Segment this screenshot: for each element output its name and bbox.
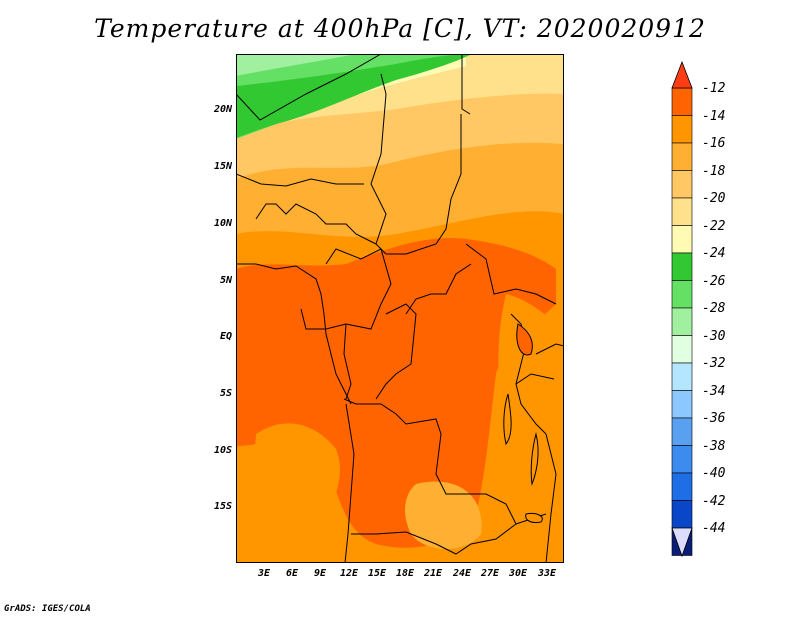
- lat-label-10s: 10S: [213, 445, 232, 456]
- colorbar-label: -30: [702, 328, 726, 344]
- colorbar-label: -14: [702, 108, 726, 124]
- colorbar-swatch: [671, 335, 693, 364]
- lat-label-15s: 15S: [213, 501, 232, 512]
- colorbar-swatch: [671, 362, 693, 391]
- lat-label-eq: EQ: [219, 331, 232, 342]
- colorbar-label: -28: [702, 301, 726, 316]
- lon-label-21e: 21E: [423, 568, 443, 579]
- lon-label-9e: 9E: [313, 568, 327, 579]
- colorbar-label: -32: [702, 356, 726, 371]
- colorbar-swatch: [671, 252, 693, 281]
- colorbar-label: -16: [702, 136, 726, 151]
- colorbar-swatch: [671, 472, 693, 501]
- lat-label-5n: 5N: [219, 275, 232, 286]
- colorbar-label: -36: [702, 411, 726, 426]
- lake-victoria: [516, 323, 533, 356]
- lon-label-12e: 12E: [339, 568, 359, 579]
- colorbar-swatch: [671, 115, 693, 144]
- temperature-map: [236, 54, 564, 563]
- lon-label-3e: 3E: [257, 568, 271, 579]
- field-band-24: [236, 54, 472, 138]
- field-band-28: [236, 54, 356, 76]
- colorbar-label: -26: [702, 273, 726, 289]
- grads-credit: GrADS: IGES/COLA: [4, 604, 91, 614]
- lon-label-18e: 18E: [395, 568, 415, 579]
- colorbar-swatch: [671, 170, 693, 199]
- field-band-14-east: [498, 294, 564, 563]
- map-title: Temperature at 400hPa [C], VT: 202002091…: [94, 14, 706, 43]
- colorbar-label: -22: [702, 218, 726, 234]
- lat-label-15n: 15N: [213, 161, 232, 172]
- colorbar-swatch: [671, 307, 693, 336]
- colorbar-label: -18: [702, 163, 726, 179]
- lake-tanganyika: [503, 393, 512, 446]
- country-borders: [236, 54, 564, 563]
- colorbar-swatch: [671, 417, 693, 446]
- colorbar-swatch: [671, 445, 693, 474]
- lon-label-15e: 15E: [367, 568, 387, 579]
- lon-label-30e: 30E: [508, 568, 528, 579]
- colorbar-label: -38: [702, 438, 726, 454]
- colorbar-label: -40: [702, 466, 726, 481]
- coastline: [236, 263, 352, 405]
- lake-kariba: [525, 513, 543, 523]
- colorbar-label: -12: [702, 81, 726, 96]
- colorbar-label: -34: [702, 383, 726, 399]
- lon-label-27e: 27E: [480, 568, 500, 579]
- colorbar-label: -24: [702, 246, 726, 261]
- colorbar-top-arrow: [671, 60, 693, 89]
- lon-label-24e: 24E: [452, 568, 472, 579]
- colorbar-swatch: [671, 390, 693, 419]
- lon-label-33e: 33E: [537, 568, 557, 579]
- colorbar-bottom-arrow: [671, 527, 693, 558]
- field-band-26: [236, 54, 472, 139]
- field-band-16-south: [404, 481, 482, 549]
- map-frame: [236, 54, 564, 563]
- field-band-14-south: [251, 423, 340, 528]
- lat-label-20n: 20N: [213, 104, 232, 115]
- colorbar-swatch: [671, 225, 693, 254]
- colorbar-swatch: [671, 500, 693, 529]
- colorbar-swatch: [671, 197, 693, 226]
- field-band-12-core: [396, 272, 492, 350]
- lon-label-6e: 6E: [285, 568, 299, 579]
- colorbar-swatch: [671, 280, 693, 309]
- map-canvas: [236, 54, 564, 563]
- lat-label-10n: 10N: [213, 218, 232, 229]
- colorbar-label: -44: [702, 521, 726, 536]
- colorbar-label: -42: [702, 493, 726, 509]
- lat-label-5s: 5S: [219, 388, 232, 399]
- colorbar-swatch: [671, 142, 693, 171]
- lake-malawi: [530, 433, 539, 486]
- colorbar-label: -20: [702, 191, 726, 206]
- colorbar: [671, 60, 693, 558]
- colorbar-swatch: [671, 87, 693, 116]
